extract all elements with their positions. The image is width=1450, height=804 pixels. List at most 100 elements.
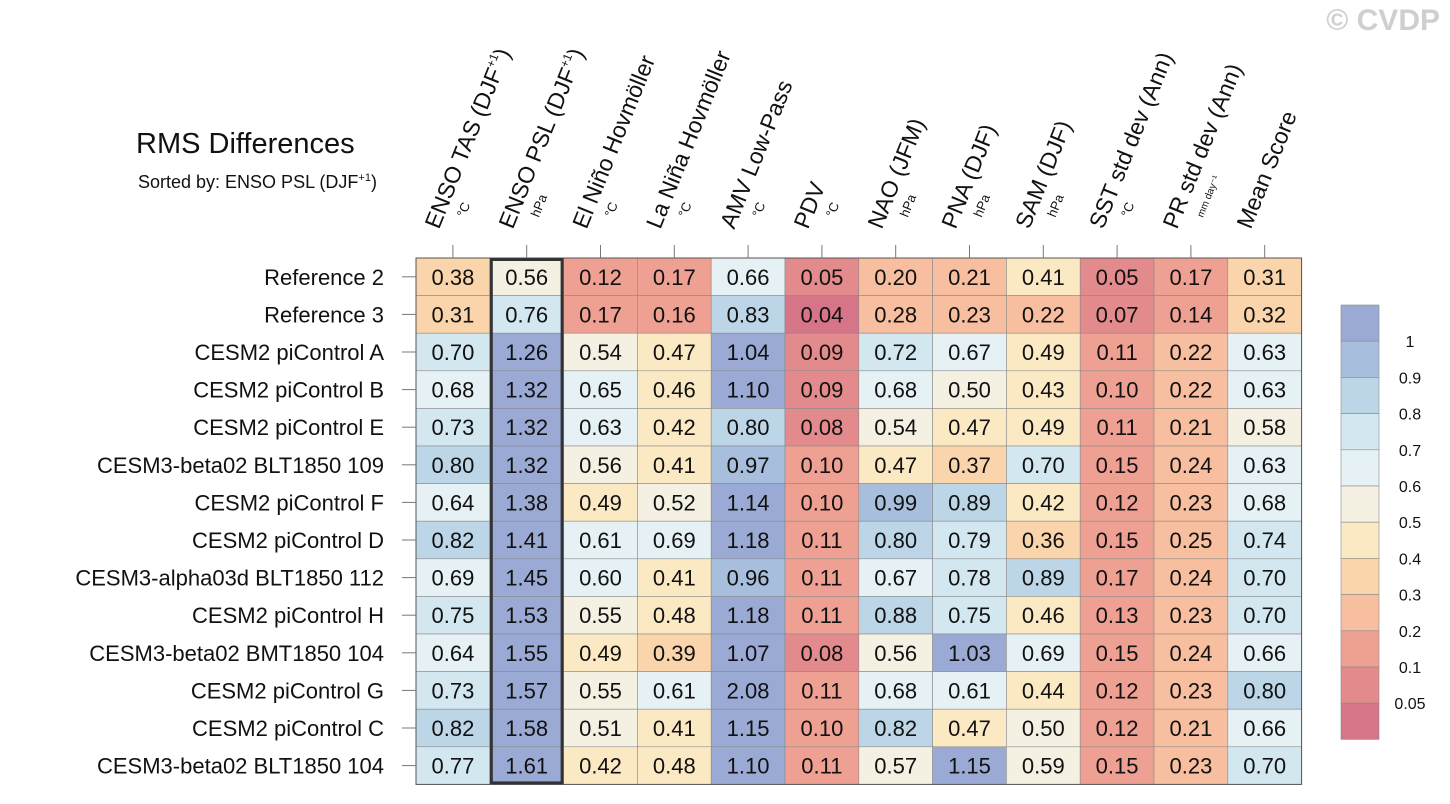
heatmap-cell [710, 596, 786, 635]
cell-value-label: 0.11 [801, 603, 842, 628]
row-label: CESM2 piControl B [193, 378, 384, 403]
cell-value-label: 0.21 [1169, 716, 1212, 741]
cell-value-label: 0.52 [653, 490, 696, 515]
heatmap-cell [1079, 483, 1155, 522]
heatmap-cell [1006, 633, 1081, 672]
cell-value-label: 0.41 [653, 453, 696, 478]
heatmap-cell [784, 257, 860, 296]
cell-value-label: 1.18 [727, 528, 770, 553]
cell-value-label: 0.54 [874, 415, 917, 440]
cell-value-label: 0.61 [653, 678, 696, 703]
cell-value-label: 0.66 [1243, 716, 1286, 741]
heatmap-cell [1079, 295, 1155, 334]
cell-value-label: 0.47 [653, 340, 696, 365]
heatmap-cell [784, 408, 860, 447]
cell-value-label: 0.63 [1243, 453, 1286, 478]
cell-value-label: 0.68 [431, 378, 474, 403]
heatmap-cell [489, 483, 564, 522]
row-label: CESM3-alpha03d BLT1850 112 [75, 566, 384, 591]
heatmap-cell [858, 257, 933, 296]
cell-value-label: 0.23 [948, 302, 991, 327]
heatmap-cell [1006, 520, 1081, 560]
heatmap-cell [932, 332, 1007, 372]
cell-value-label: 1.10 [727, 378, 770, 403]
heatmap-cell [858, 633, 933, 672]
cell-value-label: 0.16 [653, 302, 696, 327]
watermark-text: © CVDP [1326, 4, 1440, 37]
cell-value-label: 0.69 [1022, 641, 1065, 666]
row-label: CESM2 piControl E [193, 415, 384, 440]
cell-value-label: 0.70 [1243, 754, 1286, 779]
cell-value-label: 0.24 [1169, 566, 1212, 591]
heatmap-cell [563, 708, 638, 748]
cell-value-label: 0.17 [653, 265, 696, 290]
cell-value-label: 0.47 [948, 716, 991, 741]
cell-value-label: 1.03 [948, 641, 991, 666]
cell-value-label: 0.78 [948, 566, 991, 591]
cell-value-label: 0.80 [727, 415, 770, 440]
heatmap-cell [637, 708, 712, 748]
heatmap-cell [1006, 332, 1081, 372]
heatmap-cell [489, 332, 564, 372]
cell-value-label: 0.47 [948, 415, 991, 440]
heatmap-cell [858, 332, 933, 372]
cell-value-label: 0.65 [579, 378, 622, 403]
heatmap-cell [1079, 370, 1155, 409]
cell-value-label: 0.22 [1169, 340, 1212, 365]
cell-value-label: 0.70 [1243, 603, 1286, 628]
heatmap-cell [1227, 746, 1302, 785]
cell-value-label: 0.70 [431, 340, 474, 365]
colorbar-level-label: 0.1 [1399, 660, 1421, 677]
cell-value-label: 0.89 [1022, 566, 1065, 591]
heatmap-cell [489, 708, 564, 748]
heatmap-cell [932, 746, 1007, 785]
cell-value-label: 0.15 [1096, 528, 1139, 553]
heatmap-cell [563, 408, 638, 447]
column-unit-label: °C [749, 200, 768, 219]
colorbar-swatch [1340, 304, 1380, 342]
cell-value-label: 0.56 [579, 453, 622, 478]
heatmap-cell [1227, 671, 1302, 710]
heatmap-cell [1227, 295, 1302, 334]
heatmap-cell [784, 370, 860, 409]
column-unit-label: °C [1118, 200, 1137, 219]
cell-value-label: 0.49 [1022, 415, 1065, 440]
cell-value-label: 0.63 [1243, 340, 1286, 365]
heatmap-cell [932, 633, 1007, 672]
heatmap-cell [1079, 746, 1155, 785]
cell-value-label: 0.12 [1096, 678, 1139, 703]
cell-value-label: 0.63 [579, 415, 622, 440]
cell-value-label: 0.14 [1169, 302, 1212, 327]
cell-value-label: 0.64 [431, 641, 474, 666]
cell-value-label: 0.58 [1243, 415, 1286, 440]
heatmap-cell [1006, 708, 1081, 748]
cell-value-label: 0.83 [727, 302, 770, 327]
heatmap-cell [1227, 408, 1302, 447]
row-label: CESM2 piControl G [191, 678, 384, 703]
cell-value-label: 0.49 [1022, 340, 1065, 365]
column-unit-label: °C [823, 200, 842, 219]
heatmap-cell [858, 483, 933, 522]
heatmap-cell [858, 596, 933, 635]
cell-value-label: 0.50 [948, 378, 991, 403]
heatmap-cell [784, 332, 860, 372]
cell-value-label: 0.46 [1022, 603, 1065, 628]
cell-value-label: 0.20 [874, 265, 917, 290]
heatmap-cell [710, 408, 786, 447]
heatmap-cell [637, 445, 712, 484]
heatmap-cell [1153, 671, 1229, 710]
heatmap-cell [858, 520, 933, 560]
cell-value-label: 0.42 [1022, 490, 1065, 515]
heatmap-cell [637, 257, 712, 296]
row-label: CESM3-beta02 BLT1850 104 [97, 754, 384, 779]
grid-border [415, 257, 1303, 785]
column-labels: ENSO TAS (DJF+1)°C ENSO PSL (DJF+1)hPa El … [419, 44, 1302, 258]
column-unit-label: °C [454, 200, 473, 219]
heatmap-cell [415, 746, 491, 785]
heatmap-cell [637, 746, 712, 785]
heatmap-cell [1153, 708, 1229, 748]
heatmap-cell [489, 596, 564, 635]
cell-value-label: 0.88 [874, 603, 917, 628]
cell-value-label: 0.24 [1169, 453, 1212, 478]
heatmap-cell [563, 483, 638, 522]
